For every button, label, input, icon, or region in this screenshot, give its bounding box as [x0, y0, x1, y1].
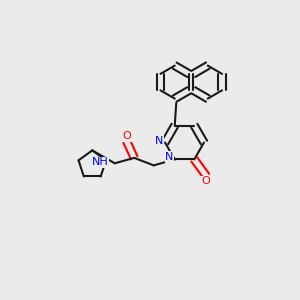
Text: N: N — [155, 136, 163, 146]
Text: N: N — [165, 152, 173, 162]
Text: O: O — [202, 176, 211, 186]
Text: O: O — [122, 131, 131, 141]
Text: NH: NH — [92, 158, 108, 167]
